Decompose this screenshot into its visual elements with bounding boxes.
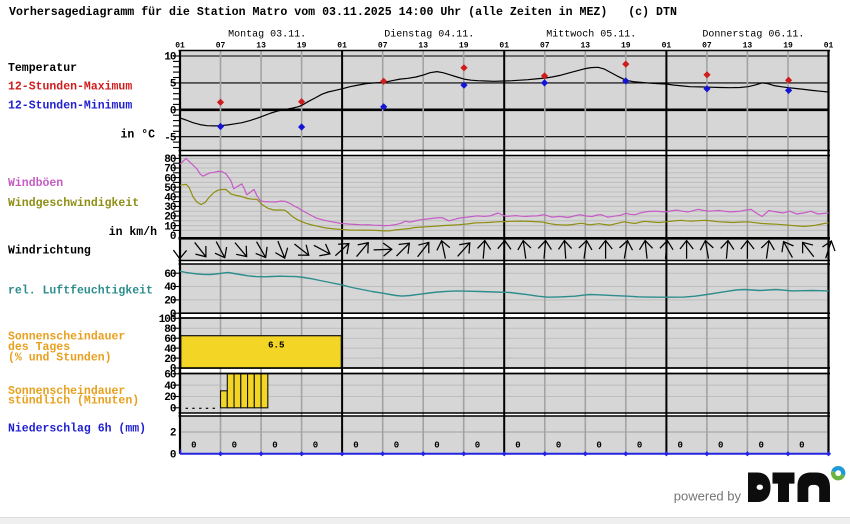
svg-text:Niederschlag 6h (mm): Niederschlag 6h (mm) xyxy=(8,423,146,436)
svg-text:20: 20 xyxy=(164,296,176,308)
svg-text:01: 01 xyxy=(499,42,509,51)
svg-text:0: 0 xyxy=(232,440,237,450)
svg-text:19: 19 xyxy=(783,42,793,51)
svg-text:01: 01 xyxy=(337,42,347,51)
svg-text:20: 20 xyxy=(164,354,176,366)
svg-text:10: 10 xyxy=(164,221,176,233)
svg-text:0: 0 xyxy=(434,440,439,450)
svg-text:rel. Luftfeuchtigkeit: rel. Luftfeuchtigkeit xyxy=(8,284,153,297)
svg-text:-5: -5 xyxy=(164,132,177,144)
svg-text:60: 60 xyxy=(164,334,176,346)
svg-text:Sonnenscheindauer: Sonnenscheindauer xyxy=(8,330,125,343)
svg-text:13: 13 xyxy=(580,42,590,51)
svg-text:07: 07 xyxy=(540,42,550,51)
svg-text:13: 13 xyxy=(418,42,428,51)
svg-text:Windböen: Windböen xyxy=(8,177,63,190)
svg-text:Montag 03.11.: Montag 03.11. xyxy=(228,30,306,41)
svg-text:0: 0 xyxy=(718,440,723,450)
svg-text:0: 0 xyxy=(799,440,804,450)
svg-text:0: 0 xyxy=(170,309,176,321)
svg-text:60: 60 xyxy=(164,269,176,281)
svg-text:07: 07 xyxy=(378,42,388,51)
svg-text:80: 80 xyxy=(164,154,176,166)
svg-text:Windgeschwindigkeit: Windgeschwindigkeit xyxy=(8,197,139,210)
svg-text:01: 01 xyxy=(175,42,185,51)
svg-text:0: 0 xyxy=(596,440,601,450)
svg-text:0: 0 xyxy=(272,440,277,450)
svg-text:0: 0 xyxy=(170,450,176,462)
svg-text:in °C: in °C xyxy=(120,129,155,142)
svg-text:19: 19 xyxy=(459,42,469,51)
svg-text:0: 0 xyxy=(556,440,561,450)
svg-text:5: 5 xyxy=(170,79,177,91)
svg-text:Mittwoch 05.11.: Mittwoch 05.11. xyxy=(546,29,636,41)
svg-text:50: 50 xyxy=(164,183,176,195)
svg-text:0: 0 xyxy=(637,440,642,450)
svg-text:01: 01 xyxy=(662,42,672,51)
svg-text:07: 07 xyxy=(702,42,712,51)
svg-text:in km/h: in km/h xyxy=(109,226,157,239)
svg-text:0: 0 xyxy=(515,440,520,450)
svg-text:2: 2 xyxy=(170,428,176,440)
svg-text:40: 40 xyxy=(164,282,176,294)
svg-text:0: 0 xyxy=(758,440,763,450)
svg-text:(% und Stunden): (% und Stunden) xyxy=(8,352,112,365)
svg-text:01: 01 xyxy=(824,42,834,51)
svg-text:0: 0 xyxy=(475,440,480,450)
svg-text:12-Stunden-Minimum: 12-Stunden-Minimum xyxy=(8,100,132,113)
svg-text:0: 0 xyxy=(353,440,358,450)
svg-text:0: 0 xyxy=(170,404,176,416)
svg-text:0: 0 xyxy=(191,440,196,450)
svg-text:10: 10 xyxy=(164,52,176,64)
svg-text:0: 0 xyxy=(170,106,176,118)
svg-text:60: 60 xyxy=(164,173,176,185)
svg-text:19: 19 xyxy=(621,42,631,51)
svg-text:70: 70 xyxy=(164,164,176,176)
svg-text:0: 0 xyxy=(313,440,318,450)
svg-text:0: 0 xyxy=(170,231,176,243)
svg-text:19: 19 xyxy=(297,42,307,51)
svg-text:Donnerstag 06.11.: Donnerstag 06.11. xyxy=(702,30,804,41)
svg-text:Temperatur: Temperatur xyxy=(8,62,77,75)
svg-text:12-Stunden-Maximum: 12-Stunden-Maximum xyxy=(8,81,132,94)
svg-text:13: 13 xyxy=(743,42,753,51)
svg-text:stündlich (Minuten): stündlich (Minuten) xyxy=(8,395,139,408)
svg-text:Vorhersagediagramm für die Sta: Vorhersagediagramm für die Station Matro… xyxy=(9,6,677,19)
svg-text:20: 20 xyxy=(164,392,176,404)
svg-text:100: 100 xyxy=(159,314,176,326)
svg-text:60: 60 xyxy=(164,370,176,382)
svg-text:Sonnenscheindauer: Sonnenscheindauer xyxy=(8,385,125,398)
svg-text:0: 0 xyxy=(170,364,176,376)
svg-text:0: 0 xyxy=(394,440,399,450)
svg-text:20: 20 xyxy=(164,212,176,224)
svg-text:powered by: powered by xyxy=(674,489,742,504)
svg-text:0: 0 xyxy=(677,440,682,450)
svg-text:40: 40 xyxy=(164,381,176,393)
svg-text:13: 13 xyxy=(256,42,266,51)
svg-text:Windrichtung: Windrichtung xyxy=(8,244,91,257)
svg-text:80: 80 xyxy=(164,324,176,336)
svg-text:40: 40 xyxy=(164,344,176,356)
svg-text:30: 30 xyxy=(164,202,176,214)
svg-text:Dienstag 04.11.: Dienstag 04.11. xyxy=(384,29,474,41)
svg-text:des Tages: des Tages xyxy=(8,341,70,354)
svg-text:40: 40 xyxy=(164,193,176,205)
svg-text:07: 07 xyxy=(216,42,226,51)
svg-text:6.5: 6.5 xyxy=(268,340,285,351)
